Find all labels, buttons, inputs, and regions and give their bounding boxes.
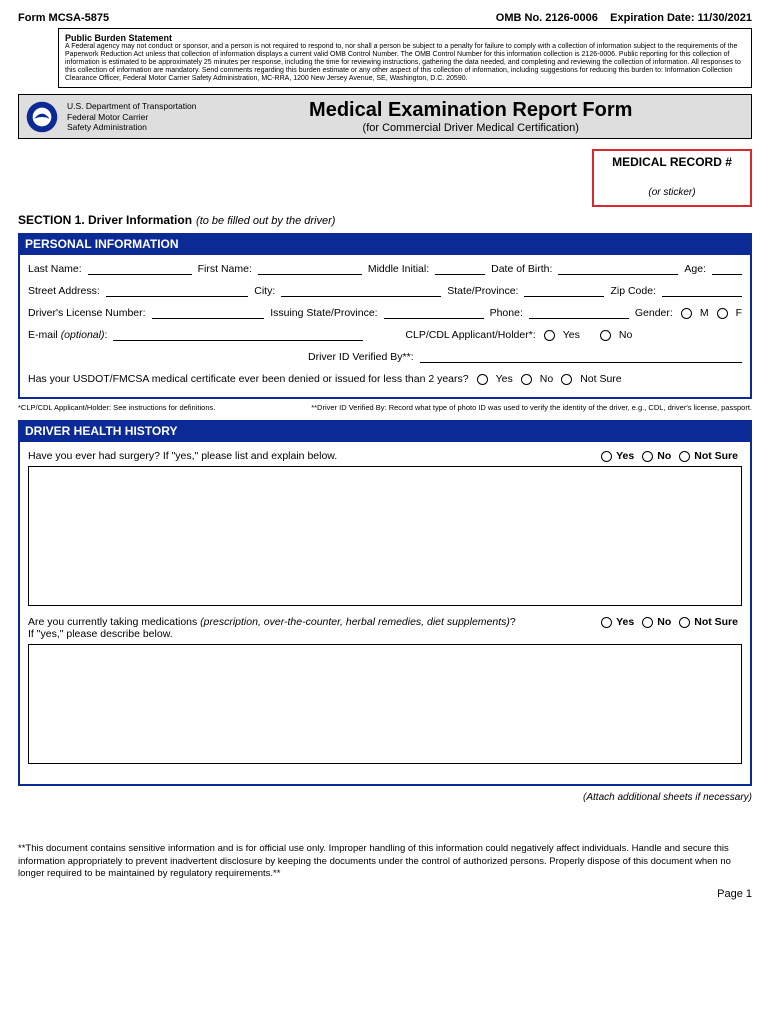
age-label: Age: [684,263,706,275]
banner-title: Medical Examination Report Form (for Com… [196,99,745,134]
last-name-label: Last Name: [28,263,82,275]
surgery-yes-radio[interactable] [601,451,612,462]
disclaimer: **This document contains sensitive infor… [18,843,752,880]
clp-no-radio[interactable] [600,330,611,341]
medical-record-box: MEDICAL RECORD # (or sticker) [592,149,752,207]
age-field[interactable] [712,263,742,275]
dl-num-label: Driver's License Number: [28,307,146,319]
surgery-question-row: Have you ever had surgery? If "yes," ple… [28,450,742,462]
personal-info-body: Last Name: First Name: Middle Initial: D… [18,255,752,399]
header-row: Form MCSA-5875 OMB No. 2126-0006 Expirat… [18,12,752,24]
middle-initial-field[interactable] [435,263,485,275]
agency-text: U.S. Department of Transportation Federa… [67,101,196,132]
meds-notsure-radio[interactable] [679,617,690,628]
attach-note: (Attach additional sheets if necessary) [18,792,752,803]
meds-question: Are you currently taking medications (pr… [28,616,599,640]
burden-title: Public Burden Statement [65,33,745,43]
clp-label: CLP/CDL Applicant/Holder*: [405,329,535,341]
city-field[interactable] [281,285,441,297]
denied-notsure-radio[interactable] [561,374,572,385]
page-number: Page 1 [18,888,752,900]
gender-m-radio[interactable] [681,308,692,319]
meds-textarea[interactable] [28,644,742,764]
meds-options: Yes No Not Sure [599,616,742,628]
surgery-question: Have you ever had surgery? If "yes," ple… [28,450,599,462]
footnote-row: *CLP/CDL Applicant/Holder: See instructi… [18,403,752,412]
meds-yes-radio[interactable] [601,617,612,628]
meds-question-row: Are you currently taking medications (pr… [28,616,742,640]
issuing-state-label: Issuing State/Province: [270,307,377,319]
email-label: E-mail (optional): [28,329,107,341]
record-row: MEDICAL RECORD # (or sticker) [18,149,752,207]
title-banner: U.S. Department of Transportation Federa… [18,94,752,139]
health-history-body: Have you ever had surgery? If "yes," ple… [18,442,752,786]
zip-field[interactable] [662,285,742,297]
state-field[interactable] [524,285,604,297]
last-name-field[interactable] [88,263,192,275]
gender-label: Gender: [635,307,673,319]
footnote-right: **Driver ID Verified By: Record what typ… [311,403,752,412]
meds-no-radio[interactable] [642,617,653,628]
burden-text: A Federal agency may not conduct or spon… [65,43,745,83]
middle-initial-label: Middle Initial: [368,263,429,275]
personal-info-header: PERSONAL INFORMATION [18,233,752,255]
surgery-no-radio[interactable] [642,451,653,462]
phone-label: Phone: [490,307,523,319]
form-id: Form MCSA-5875 [18,12,109,24]
dob-label: Date of Birth: [491,263,552,275]
denied-q-label: Has your USDOT/FMCSA medical certificate… [28,373,469,385]
email-field[interactable] [113,329,363,341]
denied-yes-radio[interactable] [477,374,488,385]
surgery-options: Yes No Not Sure [599,450,742,462]
verified-field[interactable] [420,351,742,363]
surgery-textarea[interactable] [28,466,742,606]
dob-field[interactable] [558,263,678,275]
street-field[interactable] [106,285,248,297]
clp-yes-radio[interactable] [544,330,555,341]
street-label: Street Address: [28,285,100,297]
verified-label: Driver ID Verified By**: [308,351,414,363]
first-name-field[interactable] [258,263,362,275]
dot-logo-icon [25,100,59,134]
header-right: OMB No. 2126-0006 Expiration Date: 11/30… [496,12,752,24]
section-1-heading: SECTION 1. Driver Information (to be fil… [18,213,752,227]
burden-statement: Public Burden Statement A Federal agency… [58,28,752,88]
dl-num-field[interactable] [152,307,265,319]
zip-label: Zip Code: [610,285,656,297]
gender-f-radio[interactable] [717,308,728,319]
city-label: City: [254,285,275,297]
surgery-notsure-radio[interactable] [679,451,690,462]
issuing-state-field[interactable] [384,307,484,319]
phone-field[interactable] [529,307,629,319]
state-label: State/Province: [447,285,518,297]
first-name-label: First Name: [198,263,252,275]
denied-no-radio[interactable] [521,374,532,385]
health-history-header: DRIVER HEALTH HISTORY [18,420,752,442]
footnote-left: *CLP/CDL Applicant/Holder: See instructi… [18,403,215,412]
